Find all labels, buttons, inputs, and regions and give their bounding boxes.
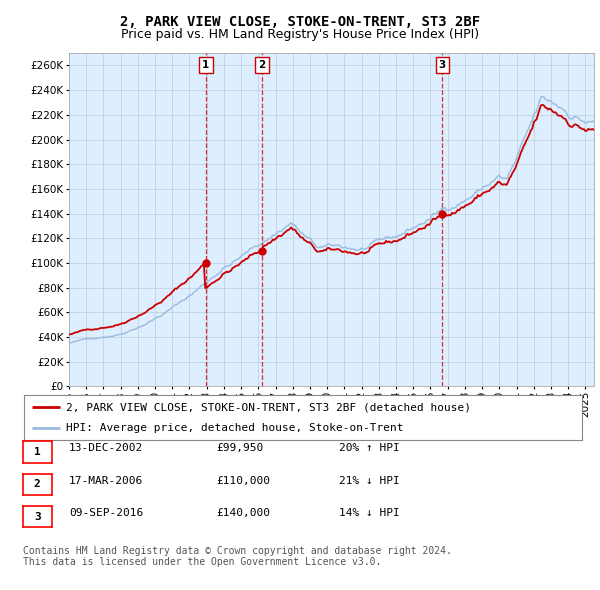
Text: 17-MAR-2006: 17-MAR-2006 — [69, 476, 143, 486]
Text: 20% ↑ HPI: 20% ↑ HPI — [339, 444, 400, 453]
Text: 1: 1 — [34, 447, 41, 457]
Text: 13-DEC-2002: 13-DEC-2002 — [69, 444, 143, 453]
Text: 2, PARK VIEW CLOSE, STOKE-ON-TRENT, ST3 2BF: 2, PARK VIEW CLOSE, STOKE-ON-TRENT, ST3 … — [120, 15, 480, 29]
Text: 3: 3 — [439, 60, 446, 70]
Text: 2: 2 — [259, 60, 266, 70]
Text: 2, PARK VIEW CLOSE, STOKE-ON-TRENT, ST3 2BF (detached house): 2, PARK VIEW CLOSE, STOKE-ON-TRENT, ST3 … — [66, 402, 471, 412]
Text: £110,000: £110,000 — [216, 476, 270, 486]
Text: 1: 1 — [202, 60, 209, 70]
Text: 21% ↓ HPI: 21% ↓ HPI — [339, 476, 400, 486]
Text: £140,000: £140,000 — [216, 509, 270, 518]
Text: 09-SEP-2016: 09-SEP-2016 — [69, 509, 143, 518]
Text: 2: 2 — [34, 480, 41, 489]
Text: 14% ↓ HPI: 14% ↓ HPI — [339, 509, 400, 518]
Text: Contains HM Land Registry data © Crown copyright and database right 2024.
This d: Contains HM Land Registry data © Crown c… — [23, 546, 452, 568]
Text: HPI: Average price, detached house, Stoke-on-Trent: HPI: Average price, detached house, Stok… — [66, 422, 403, 432]
Text: £99,950: £99,950 — [216, 444, 263, 453]
Text: Price paid vs. HM Land Registry's House Price Index (HPI): Price paid vs. HM Land Registry's House … — [121, 28, 479, 41]
Text: 3: 3 — [34, 512, 41, 522]
